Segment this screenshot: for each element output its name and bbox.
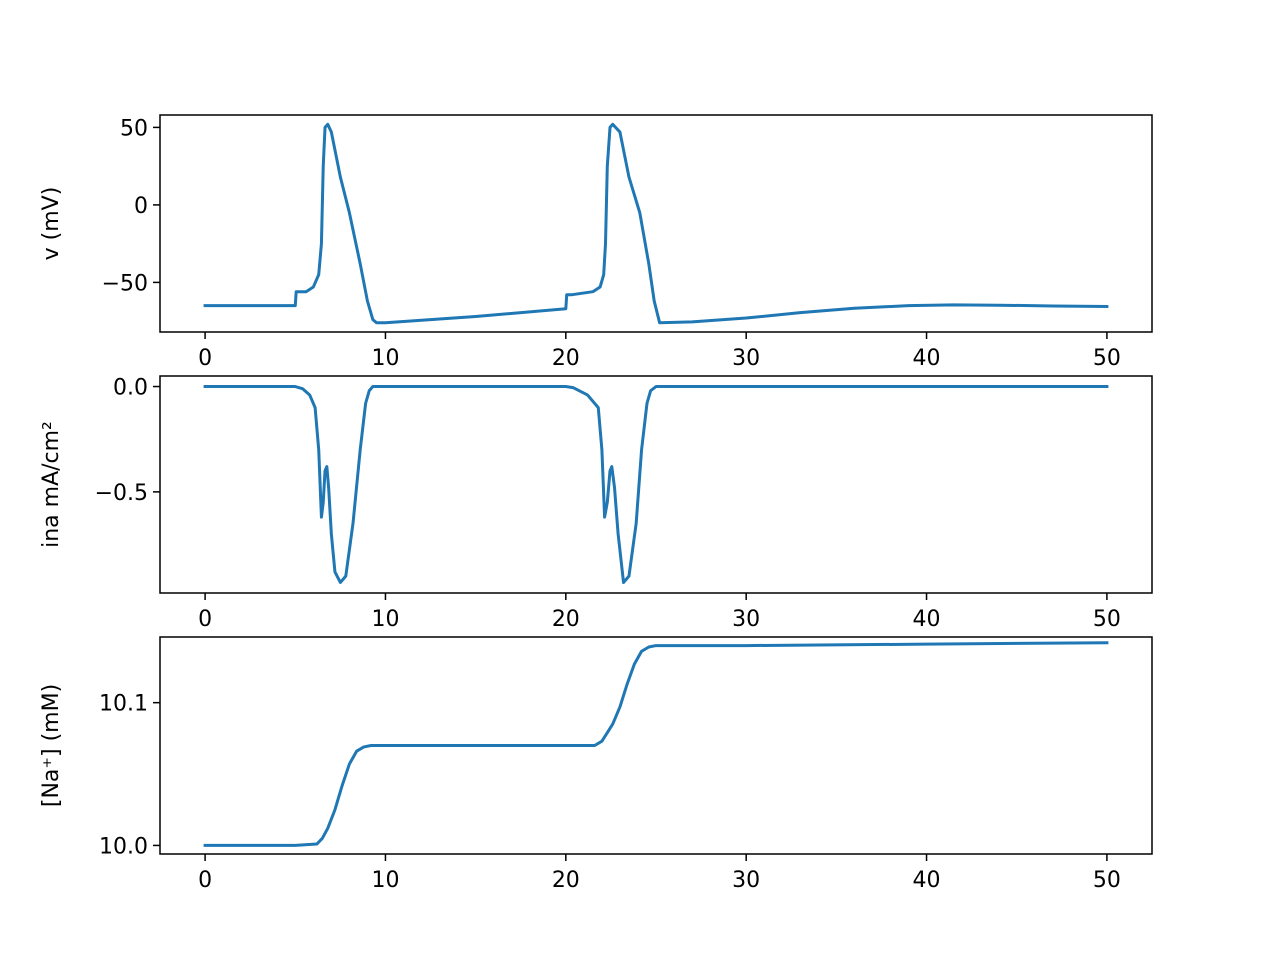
axes-frame [159,114,1153,333]
y-tick-label: −50 [102,271,148,296]
x-tick-label: 30 [732,607,760,632]
x-tick-label: 40 [913,346,941,371]
x-tick-label: 10 [371,346,399,371]
x-tick-label: 20 [552,868,580,893]
series-line [203,122,1109,325]
x-tick-label: 50 [1093,868,1121,893]
subplot-3: 0 10 20 30 40 50 10.0 10.1 [Na⁺] (mM) [39,636,1153,893]
y-tick-label: 10.1 [99,692,148,717]
subplot-2: 0 10 20 30 40 50 −0.5 0.0 ina mA/cm² [39,375,1153,632]
x-tick-label: 50 [1093,346,1121,371]
axes-frame [159,636,1153,855]
y-tick-label: 0 [134,194,148,219]
x-tick-label: 50 [1093,607,1121,632]
y-axis-label: [Na⁺] (mM) [39,684,64,807]
x-tick-label: 0 [198,346,212,371]
series-line [203,385,1109,584]
x-tick-label: 0 [198,868,212,893]
y-tick-label: −0.5 [95,481,148,506]
series-line [203,641,1109,847]
axes-frame [159,375,1153,594]
y-tick-label: 0.0 [113,376,148,401]
x-tick-label: 0 [198,607,212,632]
x-tick-label: 40 [913,868,941,893]
subplot-1: 0 10 20 30 40 50 −50 0 50 v (mV) [39,114,1153,371]
x-tick-label: 30 [732,868,760,893]
x-tick-label: 20 [552,346,580,371]
y-axis-label: v (mV) [39,187,64,261]
x-tick-label: 30 [732,346,760,371]
x-tick-label: 10 [371,607,399,632]
subplots: 0 10 20 30 40 50 −50 0 50 v (mV) 0 10 20 30 40 50 −0.5 0.… [39,114,1153,893]
y-axis-label: ina mA/cm² [39,421,64,548]
y-tick-label: 10.0 [99,834,148,859]
x-tick-label: 40 [913,607,941,632]
x-tick-label: 20 [552,607,580,632]
y-tick-label: 50 [120,116,148,141]
x-tick-label: 10 [371,868,399,893]
